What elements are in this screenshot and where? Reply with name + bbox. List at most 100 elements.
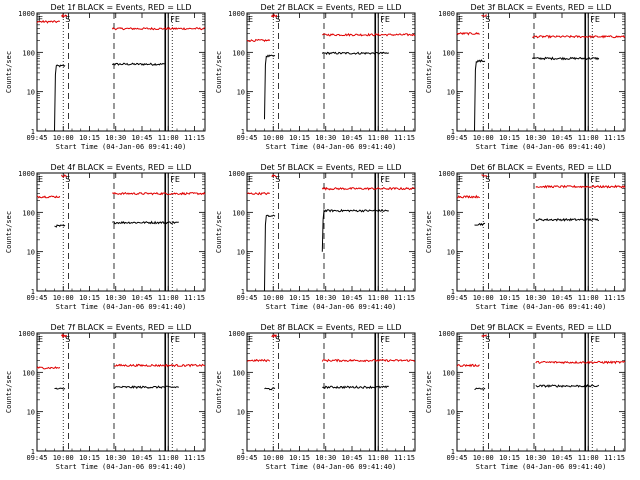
lld-series-line [456,31,480,36]
events-series-line [54,64,66,132]
marker-fe-label: FE [170,15,180,24]
x-axis-label: Start Time (04-Jan-06 09:41:40) [56,303,187,311]
x-tick-label: 11:15 [604,134,625,142]
events-series-line [264,214,276,292]
lld-series-line [535,184,626,189]
y-tick-label: 100 [232,369,245,377]
x-tick-label: 10:00 [263,454,284,462]
x-tick-label: 11:15 [184,454,205,462]
y-tick-label: 100 [442,49,455,57]
x-tick-label: 09:45 [446,294,467,302]
y-tick-label: 1000 [18,10,35,18]
y-tick-label: 10 [237,409,245,417]
x-axis-label: Start Time (04-Jan-06 09:41:40) [56,463,187,471]
x-tick-label: 11:00 [368,134,389,142]
y-tick-label: 1000 [228,330,245,338]
marker-e-label: E [458,15,463,24]
marker-e-label: E [248,15,253,24]
panel-title: Det 9f BLACK = Events, RED = LLD [470,323,611,332]
x-tick-label: 10:15 [499,454,520,462]
x-tick-label: 10:15 [289,294,310,302]
marker-fe-label: FE [170,175,180,184]
y-tick-label: 1 [31,288,35,296]
x-tick-label: 11:00 [158,294,179,302]
x-tick-label: 10:30 [105,294,126,302]
marker-fe-label: FE [380,15,390,24]
panel-title: Det 1f BLACK = Events, RED = LLD [50,3,191,12]
lld-series-line [246,38,271,43]
x-tick-label: 10:45 [551,294,572,302]
x-tick-label: 10:15 [79,454,100,462]
events-series-line [321,51,390,56]
y-tick-label: 1 [31,128,35,136]
x-axis-label: Start Time (04-Jan-06 09:41:40) [476,303,607,311]
x-tick-label: 09:45 [446,454,467,462]
events-series-line [112,220,179,225]
x-tick-label: 11:15 [394,134,415,142]
x-tick-label: 11:15 [604,454,625,462]
events-series-line [535,384,600,388]
x-tick-label: 10:15 [499,294,520,302]
lld-series-line [246,191,270,196]
marker-e-label: E [248,335,253,344]
x-tick-label: 11:00 [158,454,179,462]
marker-s-label: S [275,15,280,24]
marker-s-label: S [485,335,490,344]
y-tick-label: 100 [22,369,35,377]
events-series-line [113,385,179,390]
y-axis-label: Counts/sec [215,371,223,413]
panel-det-5: Det 5f BLACK = Events, RED = LLD Counts/s… [215,163,416,311]
x-tick-label: 10:15 [289,134,310,142]
x-tick-label: 09:45 [236,134,257,142]
x-tick-label: 09:45 [236,454,257,462]
panel-title: Det 2f BLACK = Events, RED = LLD [260,3,401,12]
x-tick-label: 10:00 [53,454,74,462]
y-tick-label: 10 [27,89,35,97]
x-tick-label: 10:30 [315,454,336,462]
lld-series-line [481,174,488,178]
marker-s-label: S [275,335,280,344]
y-tick-label: 10 [27,409,35,417]
x-axis-label: Start Time (04-Jan-06 09:41:40) [56,143,187,151]
panel-det-3: Det 3f BLACK = Events, RED = LLD Counts/s… [425,3,626,151]
lld-series-line [111,26,206,31]
y-tick-label: 1 [241,288,245,296]
marker-fe-label: FE [380,335,390,344]
panel-title: Det 3f BLACK = Events, RED = LLD [470,3,611,12]
x-tick-label: 10:45 [551,454,572,462]
events-series-line [531,56,600,61]
events-series-line [54,224,66,228]
x-axis-label: Start Time (04-Jan-06 09:41:40) [266,463,397,471]
y-tick-label: 1000 [228,170,245,178]
x-tick-label: 10:30 [105,454,126,462]
plot-frame [36,332,206,452]
x-axis-label: Start Time (04-Jan-06 09:41:40) [476,143,607,151]
x-tick-label: 10:00 [53,294,74,302]
y-tick-label: 1000 [18,330,35,338]
marker-fe-label: FE [590,15,600,24]
events-series-line [474,387,486,391]
x-axis-label: Start Time (04-Jan-06 09:41:40) [266,303,397,311]
panel-title: Det 4f BLACK = Events, RED = LLD [50,163,191,172]
x-tick-label: 11:00 [158,134,179,142]
lld-series-line [246,358,271,363]
plot-frame [36,12,206,132]
y-tick-label: 1 [451,448,455,456]
lld-series-line [271,334,278,338]
panel-det-2: Det 2f BLACK = Events, RED = LLD Counts/s… [215,3,416,151]
y-axis-label: Counts/sec [425,51,433,93]
x-tick-label: 11:15 [184,294,205,302]
plot-frame [246,172,416,292]
marker-e-label: E [38,15,43,24]
y-tick-label: 1000 [438,10,455,18]
events-series-line [111,62,165,66]
events-series-line [264,387,276,391]
x-tick-label: 10:45 [341,294,362,302]
x-tick-label: 10:45 [341,454,362,462]
marker-fe-label: FE [380,175,390,184]
marker-fe-label: FE [590,335,600,344]
y-tick-label: 100 [22,49,35,57]
x-tick-label: 11:00 [368,294,389,302]
events-series-line [54,387,66,390]
